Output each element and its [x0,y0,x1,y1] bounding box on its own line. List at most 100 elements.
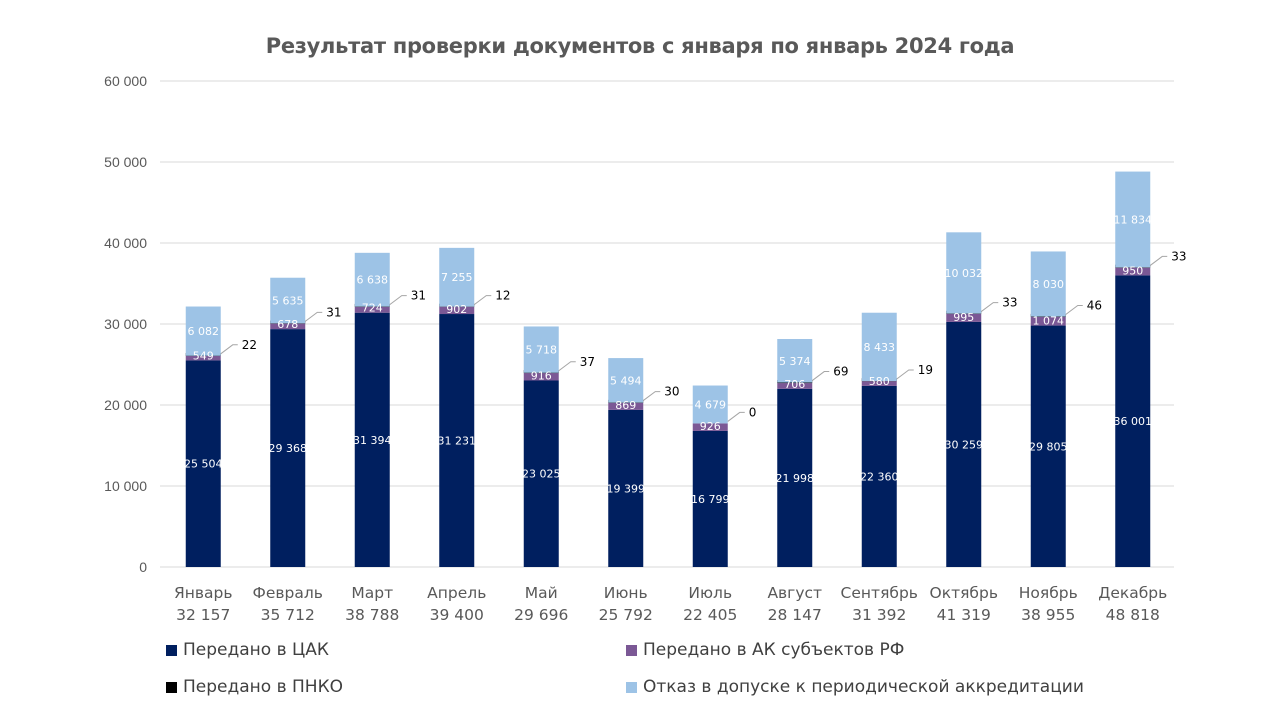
bar-segment-cak [439,314,475,567]
x-tick-label: Апрель [427,584,486,602]
bar-segment-cak [861,385,897,567]
y-tick-label: 40 000 [104,235,147,251]
legend-item-ak-subjects: Передано в АК субъектов РФ [626,640,904,660]
bar-segment-refusal [185,306,221,356]
bar-segment-cak [777,388,813,567]
callout-leader-line [811,371,830,381]
bar-segment-cak [354,312,390,567]
data-label: 29 368 [269,442,308,455]
data-label: 23 025 [522,468,561,481]
bars [185,171,1151,567]
callout-leader-line [304,311,323,322]
bar-segment-ak-subjects [777,383,813,389]
bar-segment-cak [692,430,728,567]
legend-swatch-cak [166,644,177,656]
legend-swatch-pnko [166,681,177,693]
x-tick-label: Июнь [604,584,648,602]
data-label-callout: 33 [1171,249,1186,263]
x-tick-total: 41 319 [937,606,991,624]
data-label: 16 799 [691,493,730,506]
bar-segment-ak-subjects [946,313,982,322]
bar-segment-refusal [270,277,306,324]
x-tick-label: Март [351,584,393,602]
x-tick-total: 38 955 [1021,606,1075,624]
gridlines [160,80,1174,568]
legend-swatch-ak-subjects [626,644,637,656]
x-tick-label: Июль [688,584,732,602]
legend-label: Передано в АК субъектов РФ [643,640,905,660]
data-label: 29 805 [1029,440,1068,453]
data-label: 995 [953,311,974,324]
x-tick-label: Октябрь [930,584,998,602]
bar-segment-cak [1115,275,1151,567]
data-label: 4 679 [695,398,727,411]
bar-segment-ak-subjects [1115,267,1151,276]
data-label: 869 [615,399,636,412]
bar-segment-refusal [1030,251,1066,317]
bar-segment-refusal [439,247,475,307]
data-label-callout: 0 [749,405,757,419]
callout-leader-line [473,295,492,306]
x-tick-total: 28 147 [768,606,822,624]
x-tick-label: Декабрь [1098,584,1167,602]
legend: Передано в ЦАК Передано в АК субъектов Р… [166,636,1166,716]
bar-segment-refusal [523,326,559,373]
data-label: 31 231 [438,435,477,448]
data-label: 10 032 [945,267,984,280]
bar-segment-cak [523,380,559,567]
data-label: 902 [446,303,467,316]
bar-segment-ak-subjects [185,355,221,361]
data-label: 6 638 [357,274,389,287]
y-axis: 0 10 000 20 000 30 000 40 000 50 000 60 000 [104,73,147,575]
data-label: 926 [700,420,721,433]
data-label: 916 [531,369,552,382]
data-label: 580 [869,375,890,388]
bar-segment-refusal [1115,171,1151,268]
data-label: 31 394 [353,434,392,447]
data-label: 25 504 [184,458,223,471]
data-label: 7 255 [441,271,473,284]
data-label: 11 834 [1114,214,1153,227]
bar-segment-refusal [777,339,813,383]
bar-segment-ak-subjects [354,306,390,313]
x-tick-total: 32 157 [176,606,230,624]
x-tick-label: Ноябрь [1019,584,1078,602]
x-tick-label: Сентябрь [841,584,918,602]
x-tick-total: 48 818 [1106,606,1160,624]
bar-segment-refusal [692,385,728,424]
y-tick-label: 20 000 [104,397,147,413]
callout-leader-line [1065,305,1083,315]
x-tick-total: 31 392 [852,606,906,624]
legend-label: Передано в ПНКО [183,677,344,697]
callout-leader-line [980,302,999,312]
legend-swatch-refusal [626,681,637,693]
bar-segment-ak-subjects [861,381,897,386]
legend-item-pnko: Передано в ПНКО [166,677,343,697]
bar-segment-ak-subjects [439,306,475,315]
bar-segment-ak-subjects [608,402,644,410]
data-label: 724 [362,302,383,315]
bar-segment-cak [608,409,644,567]
data-labels: 25 504 549 22 6 082 29 368 678 31 5 635 31 394 72… [184,214,1187,506]
callout-leader-line [896,369,914,380]
x-tick-total: 22 405 [683,606,737,624]
data-label: 22 360 [860,470,899,483]
data-label: 19 399 [607,482,646,495]
bar-segment-refusal [946,232,982,314]
data-label: 21 998 [776,472,815,485]
y-tick-label: 10 000 [104,478,147,494]
x-tick-total: 29 696 [514,606,568,624]
x-tick-label: Август [767,584,822,602]
data-label-callout: 22 [242,338,257,352]
bar-segment-cak [185,360,221,567]
callout-leader-line [642,391,661,401]
y-tick-label: 50 000 [104,154,147,170]
bar-segment-cak [270,329,306,567]
data-label: 6 082 [188,325,220,338]
bar-segment-ak-subjects [523,373,559,381]
x-axis: Январь 32 157 Февраль 35 712 Март 38 788 Апрел… [174,584,1167,624]
legend-label: Передано в ЦАК [183,640,329,660]
data-label: 706 [784,378,805,391]
bar-segment-refusal [608,358,644,403]
x-tick-total: 35 712 [261,606,315,624]
